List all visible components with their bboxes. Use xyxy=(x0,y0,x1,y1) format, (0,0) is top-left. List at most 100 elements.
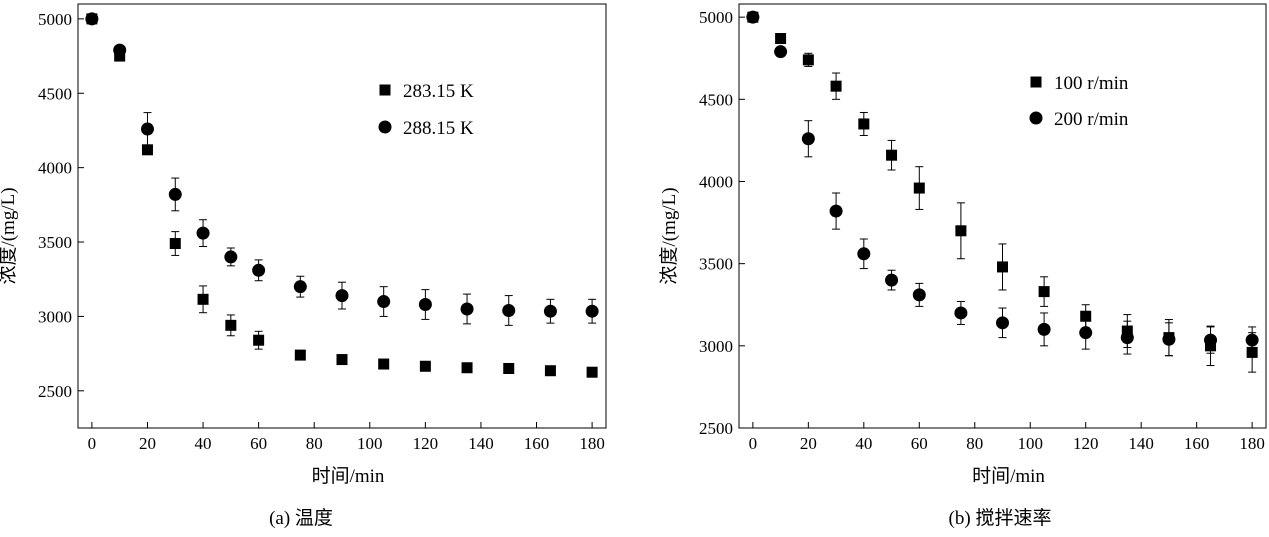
data-point-square xyxy=(858,118,870,130)
x-tick-label: 80 xyxy=(966,434,983,453)
panel-caption: (a) 温度 xyxy=(269,507,333,529)
data-point-square xyxy=(141,144,153,156)
y-tick-label: 5000 xyxy=(699,8,733,27)
data-point-square xyxy=(955,225,967,237)
data-point-circle xyxy=(1120,331,1134,345)
data-point-square xyxy=(913,182,925,194)
legend-label: 283.15 K xyxy=(403,81,474,102)
x-tick-label: 60 xyxy=(250,434,267,453)
legend-marker-square xyxy=(379,84,391,96)
x-tick-label: 0 xyxy=(749,434,758,453)
x-tick-label: 160 xyxy=(524,434,550,453)
x-tick-label: 120 xyxy=(413,434,439,453)
x-tick-label: 180 xyxy=(1239,434,1265,453)
plot-frame xyxy=(77,3,607,429)
data-point-square xyxy=(294,349,306,361)
data-point-square xyxy=(830,80,842,92)
y-tick-label: 4000 xyxy=(699,172,733,191)
data-point-circle xyxy=(168,187,182,201)
x-tick-label: 20 xyxy=(139,434,156,453)
data-point-square xyxy=(544,365,556,377)
legend-label: 288.15 K xyxy=(403,118,474,139)
data-point-circle xyxy=(335,289,349,303)
y-tick-label: 4500 xyxy=(38,84,72,103)
data-point-circle xyxy=(1162,332,1176,346)
y-tick-label: 3000 xyxy=(38,307,72,326)
data-point-circle xyxy=(293,280,307,294)
x-axis-label: 时间/min xyxy=(972,465,1045,487)
x-tick-label: 80 xyxy=(306,434,323,453)
series-square-points xyxy=(86,13,598,378)
data-point-square xyxy=(1038,286,1050,298)
data-point-circle xyxy=(585,304,599,318)
data-point-square xyxy=(775,33,787,45)
legend-marker-circle xyxy=(378,120,392,134)
panel-b: 0 20 40 60 80 100 120 140 160 180 2500 3000 3500 4000… xyxy=(658,3,1267,529)
x-tick-label: 160 xyxy=(1184,434,1210,453)
panel-caption: (b) 搅拌速率 xyxy=(949,507,1052,529)
data-point-circle xyxy=(252,263,266,277)
data-point-square xyxy=(253,334,265,346)
panel-a: 0 20 40 60 80 100 120 140 160 180 2500 3000 3500 4000… xyxy=(0,3,607,529)
data-point-circle xyxy=(774,45,788,59)
x-tick-label: 60 xyxy=(911,434,928,453)
x-tick-label: 40 xyxy=(195,434,212,453)
data-point-square xyxy=(336,354,348,366)
data-point-circle xyxy=(746,10,760,24)
data-point-circle xyxy=(224,250,238,264)
data-point-circle xyxy=(460,302,474,316)
y-axis-label: 浓度/(mg/L) xyxy=(0,187,19,284)
y-axis-label: 浓度/(mg/L) xyxy=(658,187,680,284)
legend-label: 200 r/min xyxy=(1054,109,1129,130)
data-point-circle xyxy=(885,273,899,287)
data-point-square xyxy=(461,362,473,374)
data-point-circle xyxy=(1245,333,1259,347)
data-point-circle xyxy=(857,247,871,261)
data-point-square xyxy=(802,54,814,66)
data-point-circle xyxy=(85,12,99,26)
y-tick-label: 4000 xyxy=(38,159,72,178)
data-point-square xyxy=(586,366,598,378)
y-tick-label: 3500 xyxy=(38,233,72,252)
data-point-circle xyxy=(113,43,127,57)
plot-frame xyxy=(738,3,1267,429)
x-tick-label: 180 xyxy=(579,434,605,453)
data-point-square xyxy=(503,362,515,374)
data-point-square xyxy=(886,149,898,161)
x-axis-label: 时间/min xyxy=(312,465,385,487)
data-point-circle xyxy=(196,226,210,240)
legend-label: 100 r/min xyxy=(1054,73,1129,94)
x-tick-label: 40 xyxy=(855,434,872,453)
data-point-circle xyxy=(954,306,968,320)
data-point-circle xyxy=(1079,326,1093,340)
data-point-circle xyxy=(418,298,432,312)
data-point-square xyxy=(997,261,1008,273)
data-point-circle xyxy=(140,122,154,136)
data-point-circle xyxy=(912,288,926,302)
data-point-square xyxy=(225,319,237,331)
y-tick-label: 4500 xyxy=(699,90,733,109)
data-point-circle xyxy=(502,303,516,317)
y-tick-label: 2500 xyxy=(38,382,72,401)
x-tick-label: 140 xyxy=(468,434,494,453)
legend-marker-circle xyxy=(1029,111,1043,125)
x-tick-label: 0 xyxy=(88,434,97,453)
data-point-circle xyxy=(377,295,391,309)
data-point-circle xyxy=(829,204,843,218)
x-tick-label: 100 xyxy=(357,434,383,453)
y-tick-label: 2500 xyxy=(699,419,733,438)
x-tick-label: 100 xyxy=(1017,434,1043,453)
data-point-square xyxy=(197,293,209,305)
data-point-circle xyxy=(1204,333,1218,347)
x-tick-label: 140 xyxy=(1128,434,1154,453)
y-tick-label: 3000 xyxy=(699,337,733,356)
data-point-circle xyxy=(543,304,557,318)
x-tick-label: 20 xyxy=(800,434,817,453)
data-point-square xyxy=(419,360,431,372)
y-tick-label: 5000 xyxy=(38,10,72,29)
series-circle-points xyxy=(746,10,1259,357)
y-tick-label: 3500 xyxy=(699,255,733,274)
x-tick-label: 120 xyxy=(1073,434,1099,453)
data-point-circle xyxy=(1037,322,1051,336)
